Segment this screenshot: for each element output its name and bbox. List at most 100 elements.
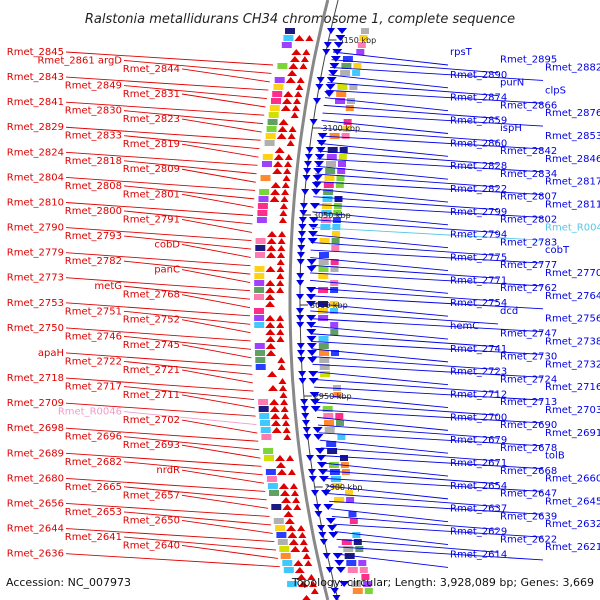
leader-line (181, 494, 269, 509)
gene-arrow-reverse (308, 231, 318, 237)
gene-label: nrdR (156, 465, 180, 476)
feature-block (352, 532, 361, 538)
gene-arrow-reverse (329, 63, 340, 69)
gene-label: Rmet_2790 (7, 223, 64, 234)
leader-line (181, 444, 261, 459)
gene-label: Rmet_2764 (545, 291, 600, 302)
feature-block (341, 133, 350, 139)
feature-block (260, 427, 271, 433)
gene-arrow-forward (265, 266, 276, 272)
gene-arrow-forward (282, 98, 292, 104)
feature-block (258, 196, 269, 202)
gene-arrow-forward (293, 560, 304, 566)
gene-arrow-reverse (325, 518, 336, 524)
gene-arrow-forward (287, 133, 296, 139)
gene-label: Rmet_2752 (123, 315, 180, 326)
feature-block (364, 588, 373, 594)
gene-arrow-reverse (311, 189, 322, 195)
leader-line (123, 110, 263, 125)
feature-block (361, 28, 369, 34)
gene-label: Rmet_2841 (7, 97, 64, 108)
gene-arrow-forward (282, 427, 291, 433)
gene-label: Rmet_2665 (65, 482, 122, 493)
leader-line (65, 327, 251, 342)
gene-arrow-reverse (309, 203, 320, 209)
feature-block (348, 511, 357, 517)
feature-block (271, 98, 281, 104)
gene-label: Rmet_2629 (450, 527, 507, 538)
feature-block (266, 476, 277, 482)
gene-label: Rmet_2810 (7, 197, 64, 208)
feature-block (280, 553, 291, 559)
feature-block (358, 560, 367, 566)
feature-block (254, 315, 265, 321)
feature-block (332, 224, 341, 230)
feature-block (279, 546, 290, 552)
feature-block (347, 98, 355, 104)
gene-arrow-forward (285, 77, 296, 83)
leader-line (309, 279, 449, 294)
gene-label: Rmet_2834 (500, 169, 557, 180)
leader-line (65, 477, 266, 492)
gene-arrow-forward (281, 413, 290, 419)
gene-arrow-reverse (302, 427, 311, 433)
feature-block (359, 567, 368, 573)
gene-arrow-forward (280, 399, 289, 405)
kbp-label: 3050 kbp (313, 211, 351, 220)
leader-line (310, 295, 544, 310)
feature-block (319, 252, 329, 258)
leader-line (123, 335, 252, 350)
gene-arrow-reverse (313, 434, 324, 440)
gene-arrow-forward (276, 469, 287, 475)
gene-arrow-forward (277, 126, 288, 132)
gene-arrow-reverse (327, 28, 335, 34)
gene-arrow-reverse (308, 371, 319, 377)
gene-arrow-reverse (298, 371, 307, 377)
gene-arrow-reverse (304, 161, 312, 167)
gene-arrow-forward (288, 63, 299, 69)
leader-line (123, 135, 260, 150)
gene-arrow-forward (282, 504, 293, 510)
feature-block (327, 448, 338, 454)
gene-label: Rmet_2657 (123, 490, 180, 501)
gene-label: cobD (154, 239, 180, 250)
leader-line (322, 112, 544, 127)
gene-arrow-reverse (332, 553, 343, 559)
feature-block (318, 308, 328, 314)
leader-line (181, 369, 253, 384)
feature-block (318, 343, 329, 349)
feature-block (254, 280, 265, 286)
gene-label: purN (500, 78, 524, 89)
gene-arrow-reverse (307, 350, 317, 356)
leader-line (123, 486, 267, 501)
gene-label: Rmet_2801 (123, 189, 180, 200)
gene-label: Rmet_2716 (545, 382, 600, 393)
gene-arrow-reverse (322, 49, 331, 55)
gene-arrow-forward (281, 182, 290, 188)
gene-arrow-forward (278, 378, 287, 384)
feature-block (285, 28, 295, 34)
gene-arrow-forward (293, 98, 301, 104)
gene-arrow-forward (276, 259, 285, 265)
feature-block (255, 245, 266, 251)
gene-arrow-reverse (337, 28, 347, 34)
leader-line (311, 226, 544, 241)
gene-label: Rmet_2650 (123, 515, 180, 526)
gene-arrow-forward (278, 119, 289, 125)
gene-arrow-forward (271, 427, 282, 433)
gene-label: Rmet_2828 (450, 161, 507, 172)
gene-label: Rmet_2751 (65, 306, 122, 317)
leader-line (314, 386, 544, 401)
gene-arrow-reverse (303, 434, 312, 440)
feature-block (320, 224, 331, 230)
feature-block (274, 77, 285, 83)
gene-arrow-forward (296, 574, 307, 580)
feature-block (331, 483, 342, 489)
gene-arrow-reverse (333, 42, 344, 48)
feature-block (323, 182, 334, 188)
feature-block (321, 203, 332, 209)
gene-arrow-forward (291, 49, 302, 55)
leader-line (310, 241, 499, 256)
feature-block (338, 161, 346, 167)
leader-line (310, 325, 449, 340)
